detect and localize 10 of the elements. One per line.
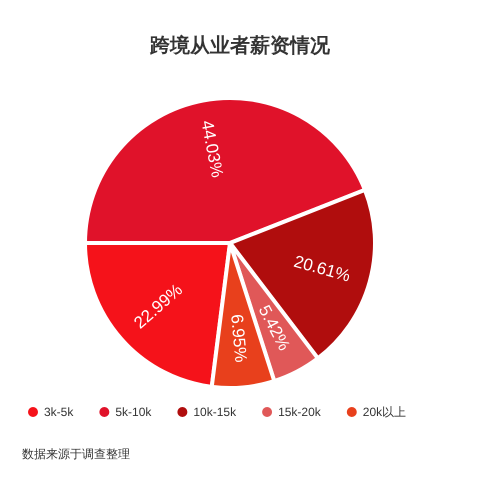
legend-label: 15k-20k [278,405,322,419]
chart-title: 跨境从业者薪资情况 [149,34,331,57]
data-label: 44.03% [197,118,227,180]
data-label: 20.61% [292,252,352,286]
legend-label: 5k-10k [115,405,152,419]
legend-label: 10k-15k [193,405,238,419]
legend-label: 3k-5k [44,405,74,419]
legend-label: 20k以上 [362,405,406,419]
data-label: 6.95% [227,313,250,364]
text: 数据来源于调查整理 [22,447,130,461]
